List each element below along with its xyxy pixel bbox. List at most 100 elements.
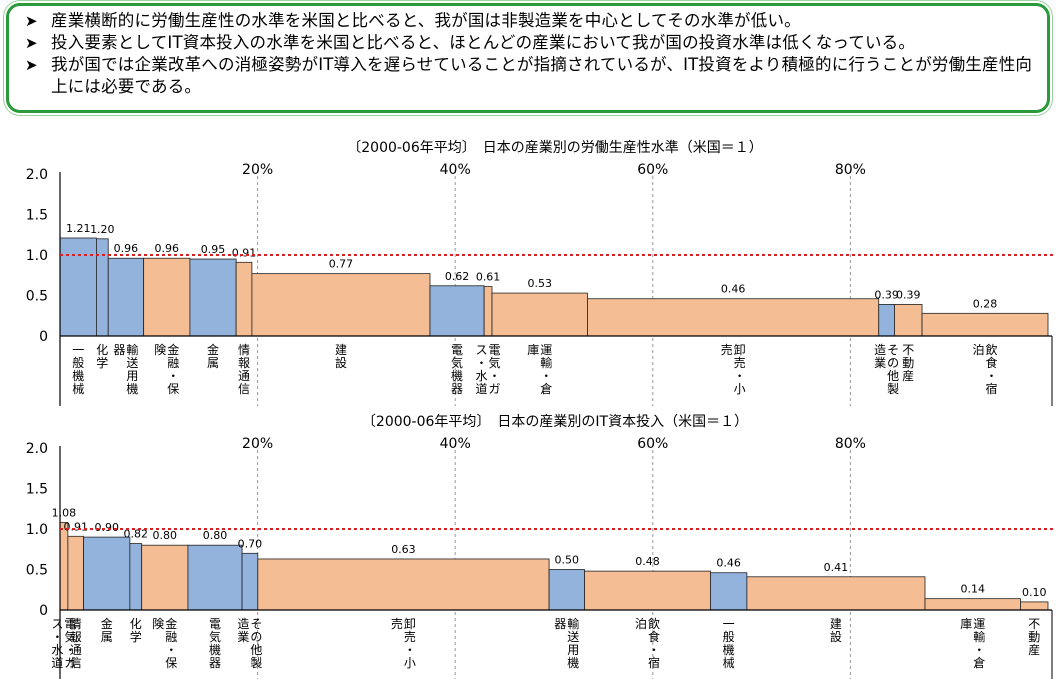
bar-value-label: 0.14 [960,583,985,596]
category-label-char: ガ [489,382,501,396]
category-label-char: 道 [476,382,488,396]
category-label-char: 売 [391,616,403,631]
bar-value-label: 0.62 [445,270,470,283]
category-label-char: 気 [209,629,221,644]
percent-tick-label: 20% [242,162,273,178]
category-label-char: 小 [404,656,416,670]
summary-bullet: ➤ 産業横断的に労働生産性の水準を米国と比べると、我が国は非製造業を中心としてその… [21,10,1039,32]
category-label-char: 金 [167,342,179,357]
category-label: 金融・保 険 [154,342,179,396]
summary-callout: ➤ 産業横断的に労働生産性の水準を米国と比べると、我が国は非製造業を中心としてその… [6,3,1050,113]
category-label-char: 機 [567,655,579,670]
chart-title: 〔2000-06年平均〕 日本の産業別の労働生産性水準（米国＝１） [347,140,763,156]
category-label-char: 業 [237,630,249,644]
category-label-char: 製 [887,382,899,396]
bar-value-label: 0.50 [555,554,580,567]
category-label: 不動産 [1028,617,1040,657]
category-label-char: ・ [64,643,76,657]
y-tick-label: 1.5 [26,208,48,224]
category-label-char: 庫 [960,617,972,631]
category-label-char: ・ [986,369,998,383]
category-label: 建設 [335,343,347,370]
bar-value-label: 0.70 [238,537,263,550]
category-label-char: 器 [113,343,125,357]
category-label-char: 用 [567,643,579,657]
category-label-char: 売 [721,342,733,357]
bar [1020,601,1049,611]
bar-value-label: 0.61 [476,271,501,284]
category-label-char: 電 [209,617,221,631]
bar-value-label: 1.21 [66,222,91,235]
arrow-bullet-icon: ➤ [25,12,38,30]
summary-bullet: ➤ 我が国では企業改革への消極姿勢がIT導入を遅らせていることが指摘されているが、… [21,54,1039,98]
category-label-char: 建 [335,343,347,357]
category-label-char: ・ [165,643,177,657]
percent-tick-label: 40% [440,436,471,452]
bar [96,238,109,337]
category-label-char: 売 [404,629,416,644]
bar [429,285,485,337]
category-label-char: 庫 [527,343,539,357]
category-label-char: 産 [1028,642,1040,657]
category-label-char: 建 [830,617,842,631]
it-capital-input-chart: 〔2000-06年平均〕 日本の産業別のIT資本投入（米国＝１） 0 0.5 1.0 1… [26,414,1056,679]
labor-productivity-chart: 〔2000-06年平均〕 日本の産業別の労働生産性水準（米国＝１） 0 0.5 1.0… [26,140,1056,406]
bar [241,552,259,611]
category-label-char: 水 [476,369,488,383]
bar-value-label: 0.10 [1022,586,1047,599]
category-label-char: 融 [165,630,177,644]
category-label-char: 機 [451,368,463,383]
bar-value-label: 1.08 [52,507,77,520]
category-label-char: 輸 [567,616,579,631]
category-label-char: ・ [973,643,985,657]
bar-value-label: 0.41 [824,561,849,574]
category-label-char: 飲 [986,342,998,357]
category-label-char: ・ [476,356,488,370]
summary-bullet-text: 投入要素としてIT資本投入の水準を米国と比べると、ほとんどの産業において我が国の… [51,33,916,52]
bar-value-label: 0.53 [527,277,552,290]
category-label-char: 輸 [126,342,138,357]
category-label-char: ・ [167,369,179,383]
summary-bullet-list: ➤ 産業横断的に労働生産性の水準を米国と比べると、我が国は非製造業を中心としてその… [9,6,1047,98]
category-label-char: 設 [335,355,347,370]
category-label-char: 般 [723,629,735,644]
bar-value-label: 0.80 [153,529,178,542]
category-label-char: ・ [489,369,501,383]
category-label-char: 売 [734,355,746,370]
y-tick-label: 0 [39,603,48,619]
bar [257,558,550,611]
category-label-char: ス [51,617,63,631]
category-label-char: 送 [126,355,138,370]
bar [235,261,253,337]
bar [59,237,97,337]
category-label-char: 他 [250,643,262,657]
bar [587,298,880,337]
category-label-char: 学 [130,629,142,644]
category-label-char: 一 [723,617,735,631]
category-label-char: 一 [72,343,84,357]
bar [251,273,431,337]
chart-title: 〔2000-06年平均〕 日本の産業別のIT資本投入（米国＝１） [362,414,748,430]
category-label-char: 輸 [540,355,552,370]
bar [83,536,131,611]
percent-tick-label: 60% [637,162,668,178]
category-label-char: 器 [554,617,566,631]
percent-tick-label: 60% [637,436,668,452]
category-label-char: 輸 [973,629,985,644]
bar [483,286,493,337]
category-label-char: そ [250,617,262,631]
category-label-char: 食 [648,629,660,644]
bar-value-label: 0.63 [391,543,416,556]
bar [894,304,923,337]
category-label-char: 不 [902,343,914,357]
category-label-char: 宿 [648,655,660,670]
category-label-char: 業 [874,356,886,370]
category-label-char: 金 [207,342,219,357]
bar-value-label: 0.46 [716,557,741,570]
category-label-char: ガ [64,656,76,670]
y-tick-label: 0.5 [26,563,48,579]
